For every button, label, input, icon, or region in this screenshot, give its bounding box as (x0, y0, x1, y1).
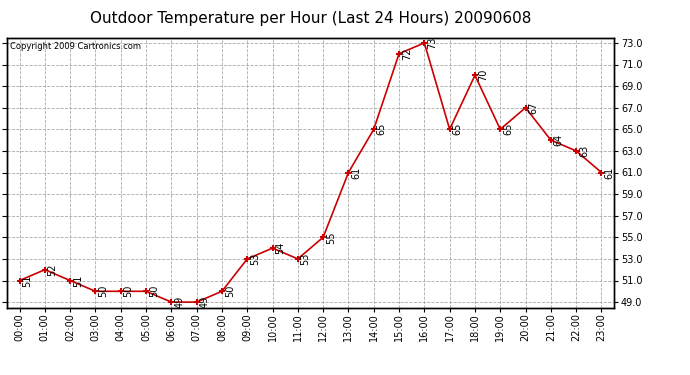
Text: 51: 51 (22, 274, 32, 286)
Text: 67: 67 (529, 102, 538, 114)
Text: Outdoor Temperature per Hour (Last 24 Hours) 20090608: Outdoor Temperature per Hour (Last 24 Ho… (90, 11, 531, 26)
Text: 53: 53 (250, 253, 260, 265)
Text: 65: 65 (453, 123, 462, 135)
Text: 54: 54 (275, 242, 286, 254)
Text: 50: 50 (124, 285, 134, 297)
Text: 50: 50 (149, 285, 159, 297)
Text: 63: 63 (579, 145, 589, 157)
Text: 64: 64 (553, 134, 564, 146)
Text: 55: 55 (326, 231, 336, 243)
Text: 49: 49 (199, 296, 210, 308)
Text: 52: 52 (48, 264, 58, 276)
Text: 53: 53 (301, 253, 310, 265)
Text: 61: 61 (604, 166, 614, 178)
Text: 50: 50 (98, 285, 108, 297)
Text: 51: 51 (73, 274, 83, 286)
Text: 73: 73 (427, 37, 437, 49)
Text: 65: 65 (503, 123, 513, 135)
Text: 72: 72 (402, 48, 412, 60)
Text: 65: 65 (377, 123, 386, 135)
Text: 70: 70 (477, 69, 488, 81)
Text: Copyright 2009 Cartronics.com: Copyright 2009 Cartronics.com (10, 42, 141, 51)
Text: 61: 61 (351, 166, 362, 178)
Text: 49: 49 (174, 296, 184, 308)
Text: 50: 50 (225, 285, 235, 297)
